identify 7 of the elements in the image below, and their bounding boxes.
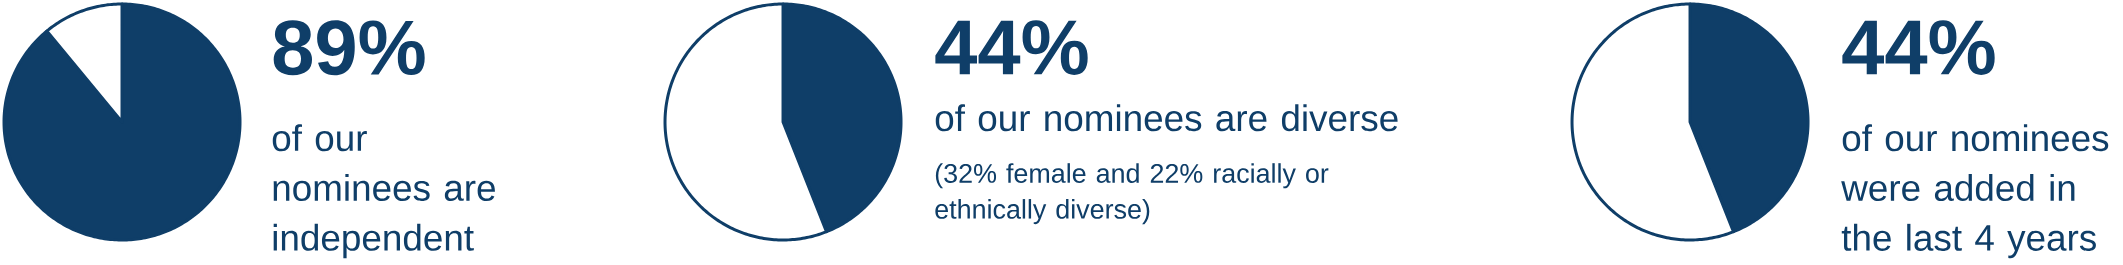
text: of our nominees are diverse: [935, 104, 1398, 132]
data-label: 44%: [935, 20, 1088, 75]
text: of our nominees were added in the last 4 years: [1841, 124, 2109, 259]
text: (32% female and 22% racially or ethnically diverse): [935, 163, 1329, 225]
data-label: 44%: [1842, 20, 1995, 75]
data-label: 89%: [273, 20, 425, 76]
text: of our nominees are independent: [272, 124, 495, 259]
